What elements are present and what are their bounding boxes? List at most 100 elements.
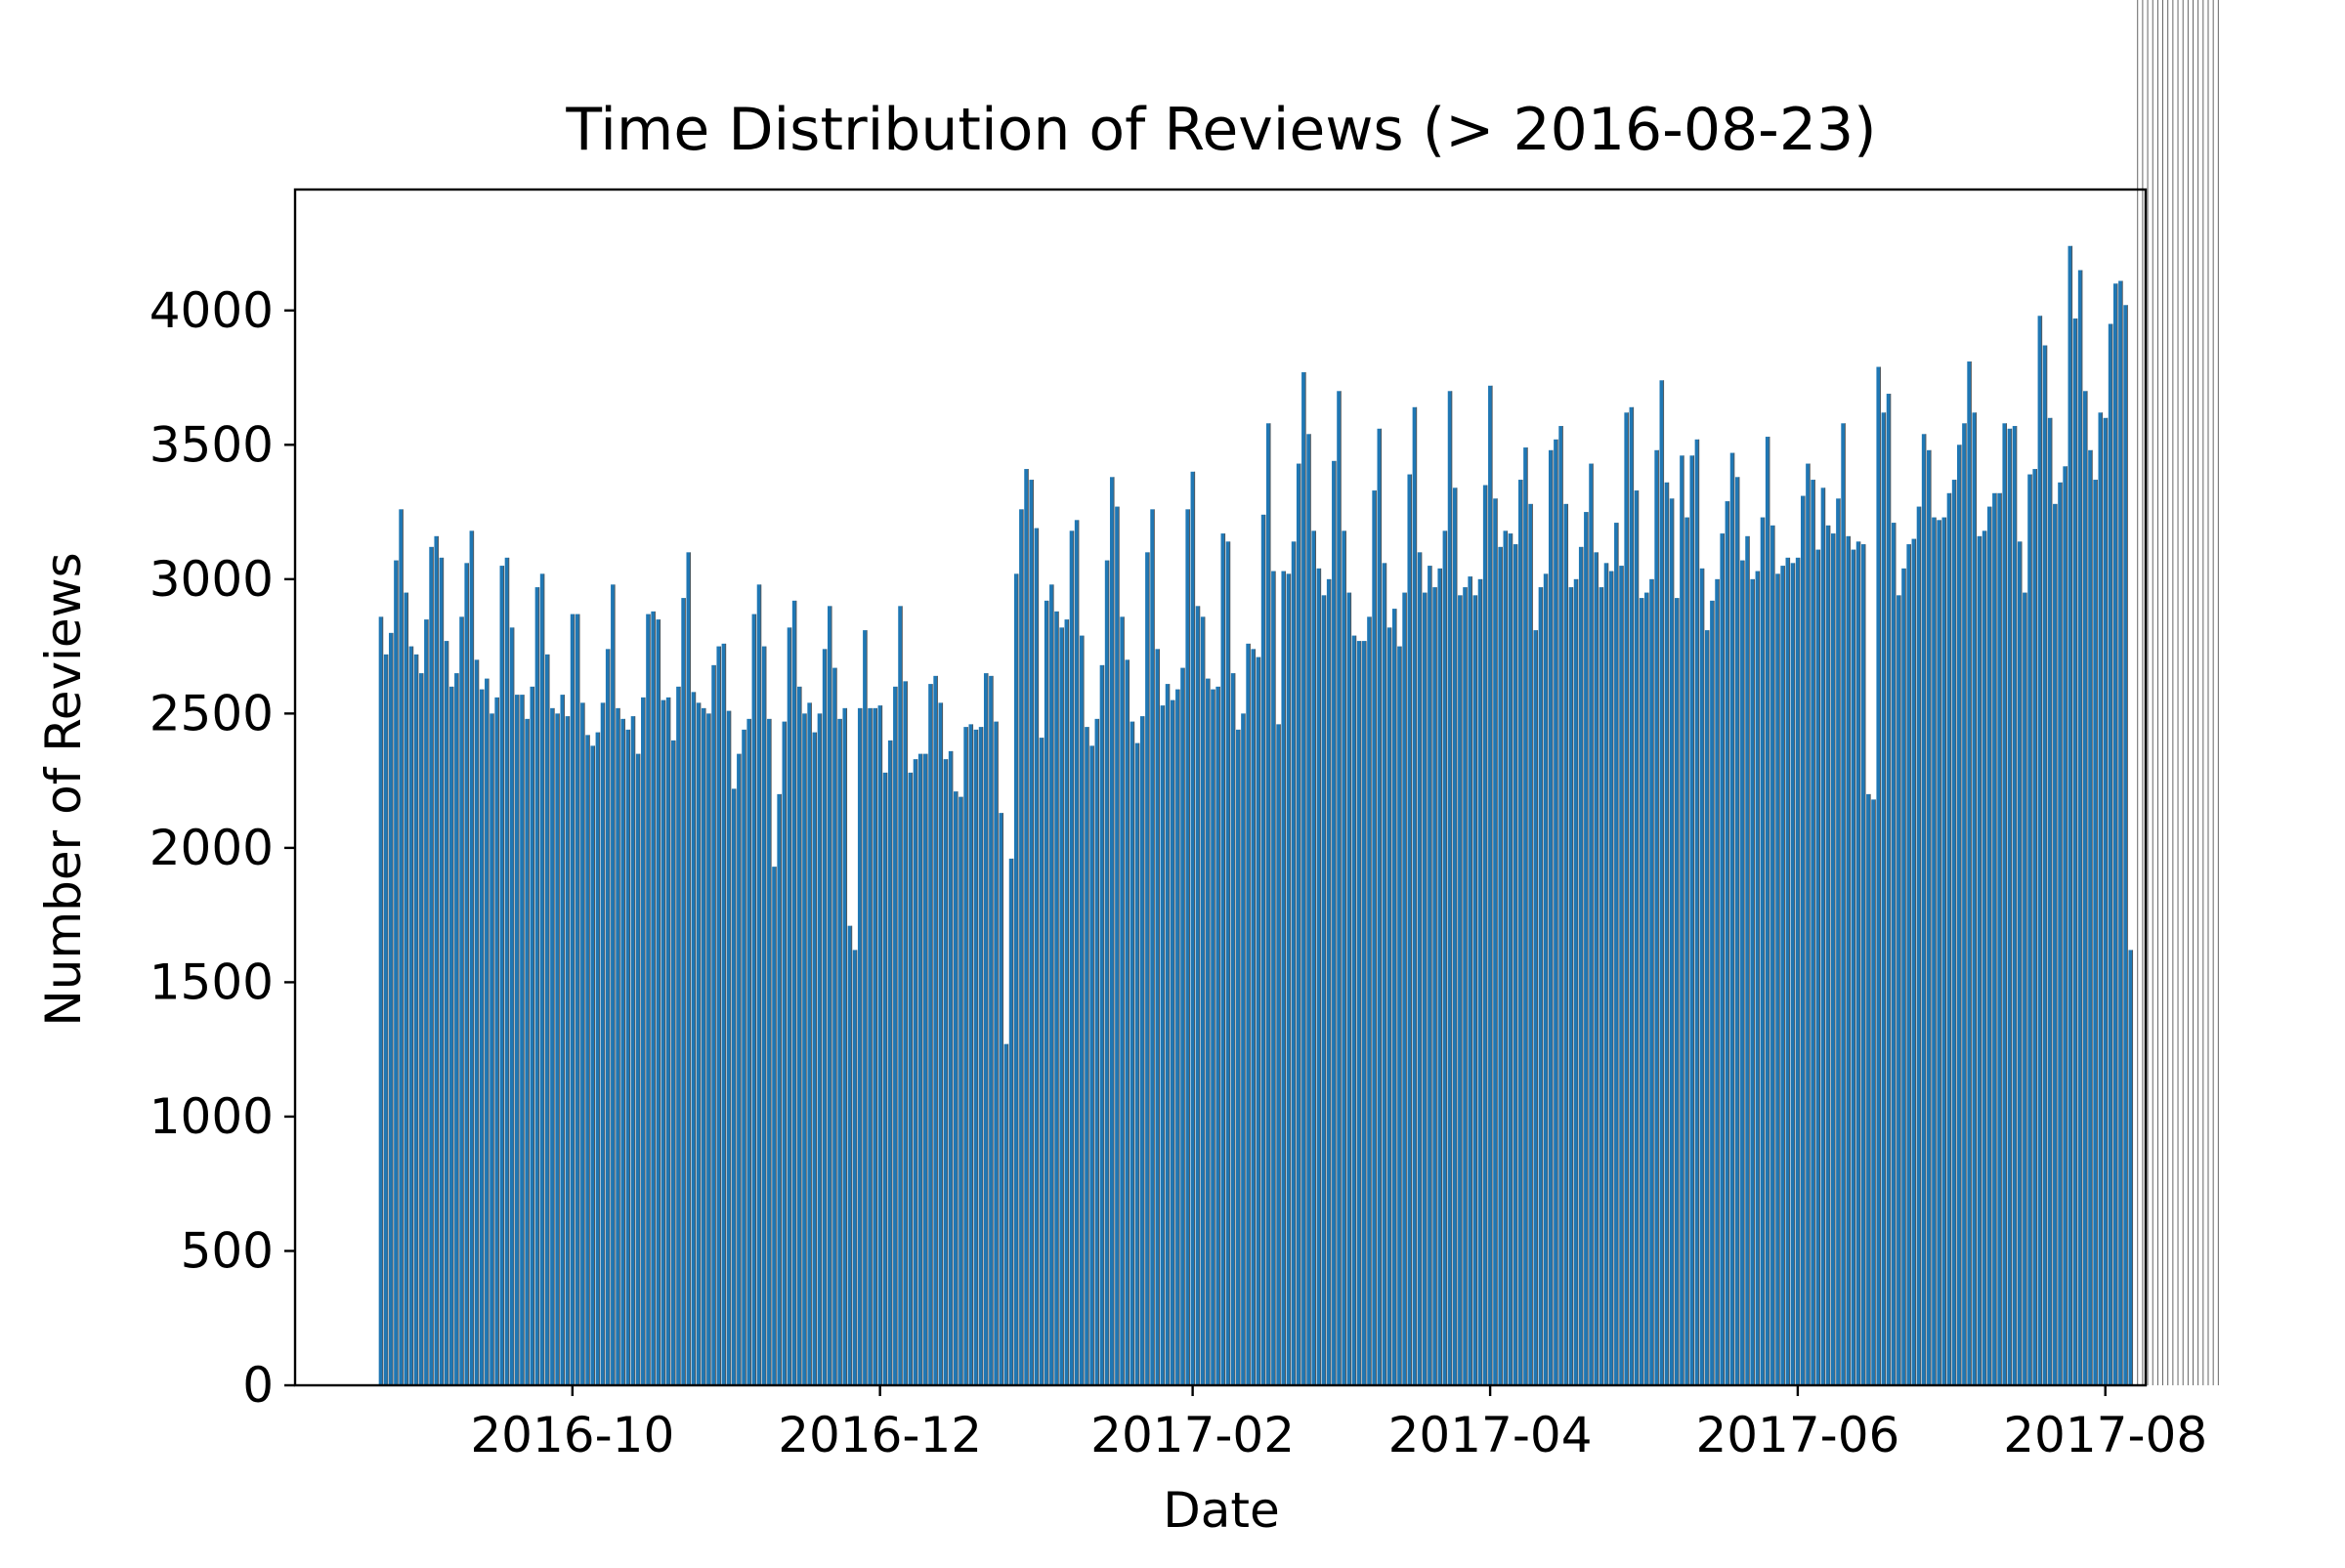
bar [933,675,938,1385]
bar [2012,426,2017,1385]
bar [2103,417,2108,1385]
bar [1740,560,1745,1385]
bar [641,697,646,1385]
bar [954,791,959,1385]
bar [2077,270,2082,1385]
bar [1573,578,1578,1385]
bar [646,614,651,1385]
bar [1554,439,1558,1385]
bar [1962,423,1967,1385]
bar [1871,799,1876,1385]
bar [1397,646,1402,1385]
bar [1811,480,1815,1385]
bar [585,735,590,1385]
bar [973,729,978,1385]
bar [923,753,928,1385]
x-tick-label: 2017-02 [1090,1407,1295,1463]
bar [1125,659,1130,1385]
bar [1069,530,1074,1385]
bar [444,641,448,1385]
bar [408,646,413,1385]
bar [1619,566,1624,1385]
bar [1468,576,1472,1385]
bar [1291,541,1296,1385]
bar [1059,627,1064,1385]
bar [1195,606,1200,1385]
bar [605,649,611,1385]
bar [787,627,791,1385]
bar [1145,552,1150,1385]
bar [1599,587,1603,1385]
bar [1236,729,1241,1385]
bar [580,702,585,1385]
bar [1130,721,1134,1385]
bar [847,925,852,1385]
bar [1206,678,1211,1385]
bar [439,557,444,1385]
bar [651,611,656,1385]
bar [1634,490,1639,1385]
bar [1629,406,1634,1385]
bar [1775,573,1780,1385]
bar [1937,520,1941,1385]
bar [2053,503,2058,1385]
bar [1780,566,1785,1385]
bars-group [378,0,2219,1385]
bar [2083,391,2088,1385]
bar [448,686,454,1385]
bar [711,664,716,1385]
bar [1927,449,1932,1385]
bar [737,753,742,1385]
y-tick-label: 2000 [149,820,274,876]
bar [1513,544,1517,1385]
bar [2017,541,2023,1385]
bar [1029,480,1034,1385]
bar [1326,578,1332,1385]
bar [1982,530,1986,1385]
bar [520,695,525,1385]
bar [1624,412,1629,1385]
bar [2058,482,2063,1385]
bar [1428,566,1432,1385]
bar [1916,506,1921,1385]
bar [383,654,388,1385]
bar [1906,544,1911,1385]
bar [2128,950,2133,1385]
bar [817,713,822,1385]
bar [1367,616,1372,1385]
bar [565,716,570,1385]
bar [994,721,999,1385]
bar [2112,283,2118,1385]
bar [1115,506,1120,1385]
bar [1256,657,1260,1385]
bar [1734,477,1740,1385]
bar [1846,535,1851,1385]
bar [479,689,485,1385]
bar [1659,380,1664,1385]
bar [873,707,877,1385]
bar [1785,557,1790,1385]
bar [1548,449,1554,1385]
bar [1458,595,1463,1385]
bar [1230,673,1235,1385]
bar [863,630,868,1385]
bar [530,686,534,1385]
bar [2042,345,2047,1385]
bar [772,867,777,1385]
plot-frame [293,188,2148,1387]
bar [767,718,772,1385]
bar [1851,549,1855,1385]
bar [1538,587,1543,1385]
bar [1967,361,1972,1385]
bar [1346,592,1351,1385]
bar [429,546,434,1385]
bar [1074,520,1079,1385]
bar [2027,474,2032,1385]
bar [1941,517,1946,1385]
bar [469,530,474,1385]
bar [1493,498,1498,1385]
bar [917,753,922,1385]
bar [1755,571,1760,1385]
bar [1932,517,1937,1385]
bar [1594,552,1599,1385]
